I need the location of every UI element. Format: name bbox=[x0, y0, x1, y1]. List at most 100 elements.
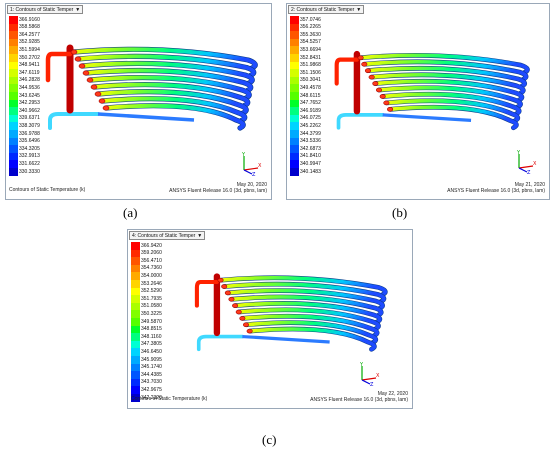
color-scale-tick-label: 352.8431 bbox=[300, 54, 321, 61]
color-scale-tick-label: 349.5870 bbox=[141, 318, 162, 325]
color-scale-tick-label: 353.6694 bbox=[300, 46, 321, 53]
color-scale-swatch bbox=[290, 168, 299, 177]
axis-y-label: Y bbox=[241, 152, 246, 158]
color-scale-swatch bbox=[290, 152, 299, 161]
tube-joint bbox=[235, 309, 242, 315]
color-scale-tick-label: 344.9536 bbox=[19, 84, 40, 91]
color-scale-swatch bbox=[290, 114, 299, 123]
color-scale-tick-label: 351.0580 bbox=[141, 303, 162, 310]
tube-joint bbox=[375, 87, 383, 93]
color-scale-tick-label: 336.9788 bbox=[19, 130, 40, 137]
color-scale-tick-label: 346.2828 bbox=[19, 77, 40, 84]
color-scale-tick-label: 338.3079 bbox=[19, 122, 40, 129]
color-scale-tick-label: 343.7030 bbox=[141, 379, 162, 386]
viewport-select-dropdown[interactable]: 4: Contours of Static Temper ▼ bbox=[129, 231, 206, 240]
tube-joint bbox=[98, 98, 106, 104]
color-scale-swatch bbox=[9, 61, 18, 70]
viewport-panel-c[interactable]: 4: Contours of Static Temper ▼ 366.9420 35… bbox=[127, 229, 413, 409]
color-scale-tick-label: 354.5257 bbox=[300, 39, 321, 46]
footer-release: ANSYS Fluent Release 16.0 (3d, pbns, lam… bbox=[169, 188, 267, 194]
color-scale-swatch bbox=[131, 295, 140, 304]
tube bbox=[96, 89, 249, 115]
color-scale-swatch bbox=[290, 23, 299, 32]
viewport-title: 4: Contours of Static Temper bbox=[132, 233, 196, 239]
tube-joint bbox=[387, 107, 394, 112]
color-scale-tick-label: 355.3630 bbox=[300, 31, 321, 38]
color-scale-swatch bbox=[290, 31, 299, 40]
inlet-pipe bbox=[336, 113, 385, 130]
color-scale-swatch bbox=[9, 114, 18, 123]
color-scale-tick-label: 352.5290 bbox=[141, 288, 162, 295]
tube-joint bbox=[70, 49, 78, 55]
chevron-down-icon: ▼ bbox=[197, 233, 203, 239]
color-scale-tick-label: 340.9662 bbox=[19, 107, 40, 114]
color-scale-swatch bbox=[9, 130, 18, 139]
axis-z-label: Z bbox=[370, 382, 374, 386]
return-pipe bbox=[382, 113, 472, 122]
color-scale-swatch bbox=[290, 69, 299, 78]
tube-joint bbox=[78, 63, 86, 69]
footer-release: ANSYS Fluent Release 16.0 (3d, pbns, lam… bbox=[310, 397, 408, 403]
color-scale-tick-label: 349.4578 bbox=[300, 84, 321, 91]
tube-joint bbox=[86, 77, 94, 83]
color-scale-tick-label: 358.5868 bbox=[19, 24, 40, 31]
color-scale-swatch bbox=[290, 46, 299, 55]
color-scale-swatch bbox=[290, 130, 299, 139]
heat-exchanger-render bbox=[45, 44, 258, 131]
color-scale-tick-label: 345.9095 bbox=[141, 356, 162, 363]
footer-quantity-label: Contours of Static Temperature (k) bbox=[9, 187, 86, 193]
inlet-pipe bbox=[48, 112, 100, 130]
color-scale-tick-label: 346.6450 bbox=[141, 348, 162, 355]
color-scale-tick-label: 357.0746 bbox=[300, 16, 321, 23]
viewport-select-dropdown[interactable]: 1: Contours of Static Temper ▼ bbox=[7, 5, 84, 14]
tube-joint bbox=[232, 303, 239, 308]
axis-y-label: Y bbox=[359, 362, 364, 368]
color-scale-tick-label: 348.1160 bbox=[141, 333, 162, 340]
color-scale-swatch bbox=[290, 145, 299, 154]
tube bbox=[226, 288, 385, 311]
footer-date: May 22, 2020 bbox=[377, 391, 408, 397]
color-scale-tick-label: 344.4385 bbox=[141, 371, 162, 378]
color-scale-tick-label: 330.3330 bbox=[19, 168, 40, 175]
color-scale-tick-label: 342.2320 bbox=[141, 394, 162, 401]
color-scale-swatch bbox=[131, 386, 140, 395]
tube bbox=[80, 61, 255, 85]
viewport-panel-b[interactable]: 2: Contours of Static Temper ▼ 357.0746 35… bbox=[286, 3, 550, 200]
tube-joint bbox=[74, 56, 82, 62]
tube-joint bbox=[239, 316, 246, 321]
footer-date: May 20, 2020 bbox=[236, 182, 267, 188]
color-scale-swatch bbox=[131, 272, 140, 281]
color-scale-swatch bbox=[9, 31, 18, 40]
tube bbox=[236, 308, 381, 331]
color-scale-tick-label: 364.2577 bbox=[19, 31, 40, 38]
color-scale-swatch bbox=[131, 394, 140, 403]
color-scale-tick-label: 350.3225 bbox=[141, 310, 162, 317]
color-scale-tick-label: 366.9420 bbox=[141, 242, 162, 249]
caption-b: (b) bbox=[392, 205, 408, 220]
color-scale-swatch bbox=[131, 310, 140, 319]
tube-joint bbox=[364, 68, 372, 73]
tube bbox=[84, 68, 253, 93]
color-scale-tick-label: 332.9913 bbox=[19, 153, 40, 160]
color-scale-tick-label: 331.6622 bbox=[19, 160, 40, 167]
color-scale-tick-label: 346.0725 bbox=[300, 115, 321, 122]
color-scale-swatch bbox=[131, 302, 140, 311]
color-scale-tick-label: 347.7652 bbox=[300, 100, 321, 107]
color-scale-swatch bbox=[9, 16, 18, 25]
viewport-panel-a[interactable]: 1: Contours of Static Temper ▼ 366.9160 35… bbox=[5, 3, 272, 200]
viewport-select-dropdown[interactable]: 2: Contours of Static Temper ▼ bbox=[288, 5, 365, 14]
color-scale-swatch bbox=[9, 160, 18, 169]
color-scale-swatch bbox=[131, 264, 140, 273]
color-scale-tick-label: 343.5336 bbox=[300, 138, 321, 145]
tube bbox=[247, 327, 377, 352]
color-scale-tick-label: 350.3041 bbox=[300, 77, 321, 84]
tube bbox=[72, 47, 258, 70]
chevron-down-icon: ▼ bbox=[75, 7, 81, 13]
color-scale-tick-label: 351.7935 bbox=[141, 295, 162, 302]
color-scale-tick-label: 344.3799 bbox=[300, 130, 321, 137]
color-scale-swatch bbox=[290, 92, 299, 101]
color-scale-tick-label: 351.1506 bbox=[300, 69, 321, 76]
color-scale-tick-label: 342.2953 bbox=[19, 100, 40, 107]
axis-triad-icon: Y X Z bbox=[359, 362, 380, 386]
tube-joint bbox=[361, 61, 368, 67]
